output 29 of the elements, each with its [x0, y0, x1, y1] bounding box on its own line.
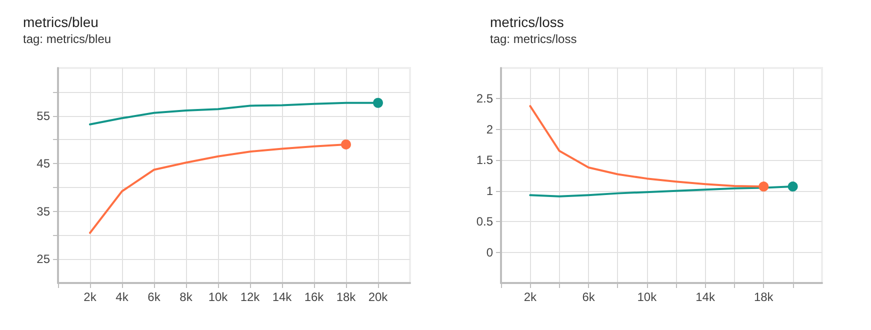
x-tick-label: 2k — [524, 290, 538, 304]
chart-title: metrics/loss — [490, 14, 564, 30]
x-tick-label: 2k — [84, 290, 98, 304]
y-tick-label: 2 — [486, 122, 494, 136]
y-tick-label: 35 — [36, 204, 50, 218]
y-tick-label: 0.5 — [476, 214, 494, 229]
x-tick-label: 4k — [116, 290, 130, 304]
x-tick-label: 18k — [336, 290, 357, 304]
x-tick-label: 6k — [582, 290, 596, 304]
x-tick-label: 12k — [240, 290, 261, 304]
y-tick-label: 55 — [36, 108, 50, 123]
x-tick-label: 20k — [368, 290, 389, 304]
y-tick-label: 45 — [36, 156, 50, 171]
chart-subtitle: tag: metrics/loss — [490, 32, 577, 46]
y-tick-label: 1 — [486, 184, 494, 198]
chart-subtitle: tag: metrics/bleu — [23, 32, 112, 46]
chart-title: metrics/bleu — [23, 14, 98, 30]
x-tick-label: 10k — [208, 290, 229, 304]
x-tick-label: 8k — [180, 290, 194, 304]
x-tick-label: 10k — [637, 290, 658, 304]
y-tick-label: 0 — [486, 245, 494, 260]
x-tick-label: 14k — [696, 290, 716, 304]
y-tick-label: 2.5 — [476, 92, 494, 106]
y-tick-label: 25 — [36, 252, 50, 266]
x-tick-label: 16k — [304, 290, 325, 304]
y-tick-label: 1.5 — [476, 153, 494, 168]
x-tick-label: 14k — [272, 290, 293, 304]
x-tick-label: 18k — [754, 290, 774, 304]
x-tick-label: 6k — [148, 290, 162, 304]
